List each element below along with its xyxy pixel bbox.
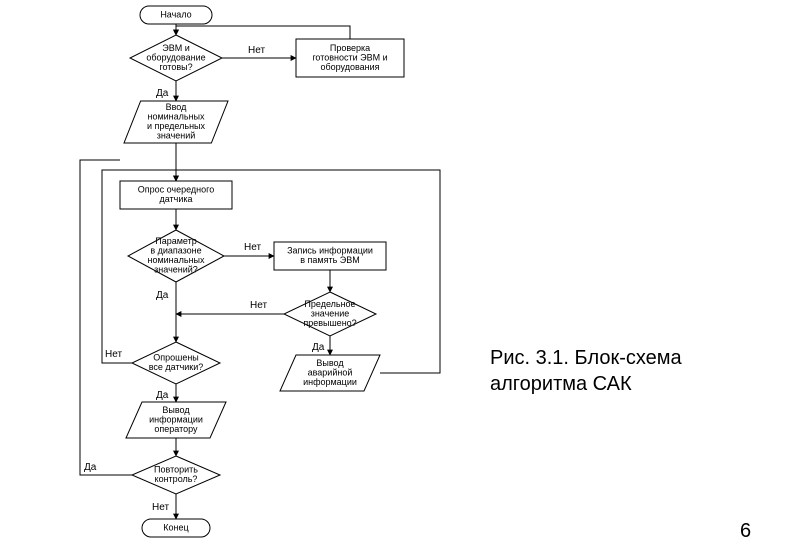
node-start: Начало [140, 6, 212, 24]
node-d_exceed: Предельноезначениепревышено? [284, 292, 376, 336]
svg-text:Да: Да [156, 390, 169, 401]
svg-text:Нет: Нет [105, 349, 122, 360]
node-d_nominal: Параметрв диапазоненоминальныхзначений? [128, 230, 224, 282]
flowchart-svg: Начало ЭВМ иоборудованиеготовы? Проверкаго… [0, 0, 470, 554]
svg-text:Да: Да [312, 342, 325, 353]
node-p_alarm: Выводаварийнойинформации [280, 355, 380, 391]
svg-text:Нет: Нет [248, 45, 265, 56]
node-p_check: Проверкаготовности ЭВМ иоборудования [296, 39, 404, 77]
node-p_write: Запись информациив память ЭВМ [274, 242, 386, 270]
svg-text:Конец: Конец [163, 522, 188, 532]
svg-text:Да: Да [156, 290, 169, 301]
svg-text:Да: Да [84, 462, 97, 473]
node-end: Конец [142, 519, 210, 537]
svg-text:Предельноезначениепревышено?: Предельноезначениепревышено? [303, 299, 356, 328]
node-p_poll: Опрос очередногодатчика [120, 181, 232, 209]
node-p_input: Вводноминальныхи предельныхзначений [124, 101, 228, 143]
svg-text:Опрошенывсе датчики?: Опрошенывсе датчики? [149, 353, 204, 372]
svg-text:Повторитьконтроль?: Повторитьконтроль? [154, 465, 198, 484]
node-d_allpoll: Опрошенывсе датчики? [132, 342, 220, 384]
node-p_output: Выводинформацииоператору [126, 402, 226, 438]
svg-text:Нет: Нет [250, 300, 267, 311]
svg-text:Нет: Нет [244, 242, 261, 253]
svg-text:Параметрв диапазоненоминальных: Параметрв диапазоненоминальныхзначений? [147, 236, 205, 274]
svg-text:Да: Да [156, 88, 169, 99]
figure-caption: Рис. 3.1. Блок-схемаалгоритма САК [490, 345, 682, 397]
node-d_repeat: Повторитьконтроль? [132, 456, 220, 494]
caption-line1: Рис. 3.1. Блок-схемаалгоритма САК [490, 347, 682, 395]
page-number: 6 [740, 520, 751, 543]
node-d_ready: ЭВМ иоборудованиеготовы? [130, 35, 222, 81]
svg-text:Начало: Начало [160, 9, 191, 19]
svg-text:Нет: Нет [152, 502, 169, 513]
